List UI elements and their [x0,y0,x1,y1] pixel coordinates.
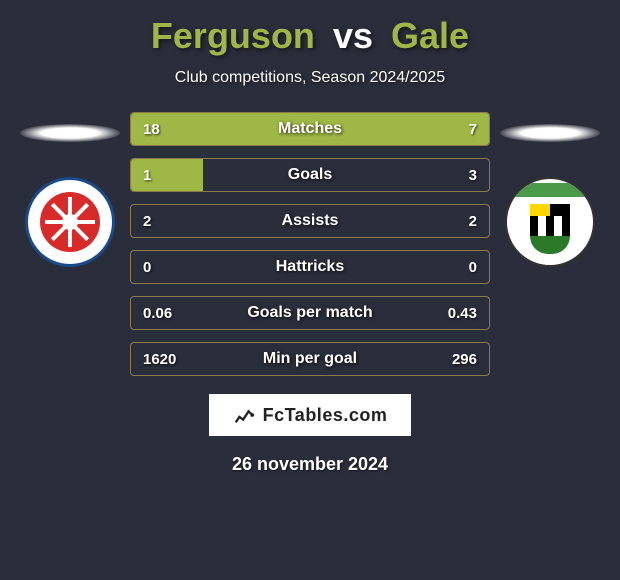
right-shadow-ellipse [500,124,600,142]
right-column [490,112,610,267]
stat-bar: 2Assists2 [130,204,490,238]
stat-value-right: 0 [469,259,477,276]
brand-text: FcTables.com [263,405,388,426]
stat-label: Goals [131,166,489,184]
stat-bar: 0.06Goals per match0.43 [130,296,490,330]
player1-name: Ferguson [151,15,315,56]
stat-value-right: 0.43 [448,305,477,322]
stat-bar: 18Matches7 [130,112,490,146]
right-club-badge [505,177,595,267]
title: Ferguson vs Gale [151,15,469,57]
chart-icon [233,404,255,426]
infographic-container: Ferguson vs Gale Club competitions, Seas… [0,0,620,580]
stat-label: Min per goal [131,350,489,368]
brand-badge: FcTables.com [209,394,412,436]
badge-arc-icon [515,183,585,197]
stat-value-right: 7 [469,121,477,138]
left-shadow-ellipse [20,124,120,142]
stat-bar: 0Hattricks0 [130,250,490,284]
date-text: 26 november 2024 [232,454,388,475]
subtitle: Club competitions, Season 2024/2025 [175,69,445,87]
ship-wheel-icon [40,192,100,252]
left-club-badge [25,177,115,267]
stat-value-right: 296 [452,351,477,368]
vs-text: vs [333,15,373,56]
stat-label: Goals per match [131,304,489,322]
stat-bar: 1620Min per goal296 [130,342,490,376]
stats-column: 18Matches7 1Goals3 2Assists2 0Hattricks0 0.0… [130,112,490,376]
content-row: 18Matches7 1Goals3 2Assists2 0Hattricks0 0.0… [0,112,620,376]
stat-value-right: 3 [469,167,477,184]
stat-label: Assists [131,212,489,230]
stat-label: Hattricks [131,258,489,276]
player2-name: Gale [391,15,469,56]
shield-icon [530,204,570,254]
stat-value-right: 2 [469,213,477,230]
left-column [10,112,130,267]
stat-label: Matches [131,120,489,138]
stat-bar: 1Goals3 [130,158,490,192]
